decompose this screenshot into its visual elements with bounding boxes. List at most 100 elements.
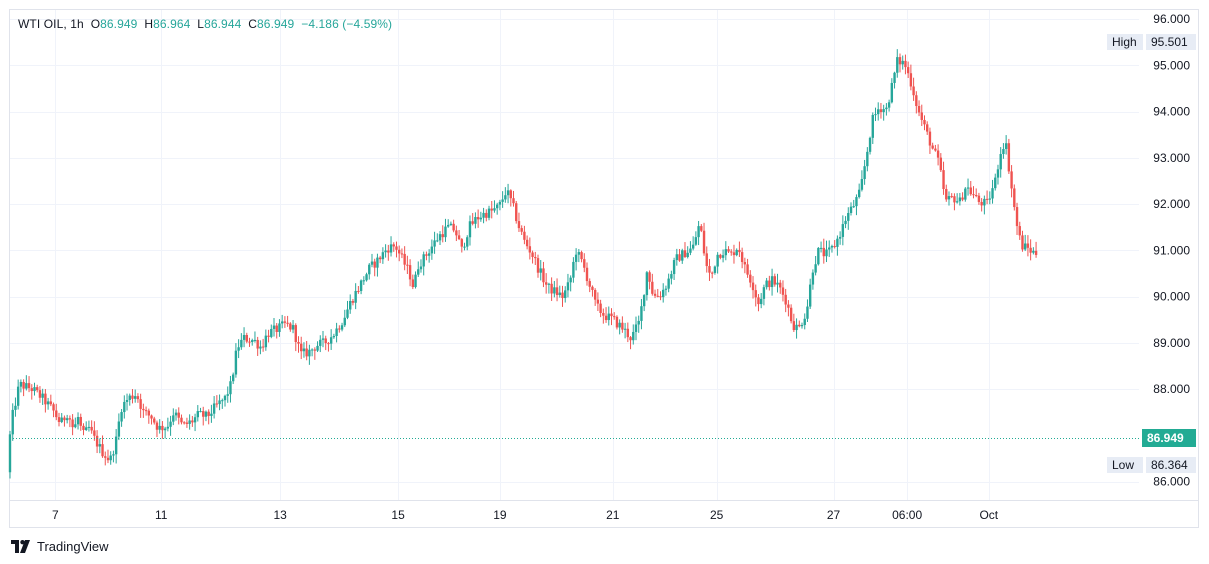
candle-body <box>142 408 145 411</box>
candle-body <box>803 318 806 326</box>
candle-body <box>85 427 88 430</box>
candle-body <box>123 401 126 413</box>
legend-low-label: L <box>197 17 205 31</box>
candle-body <box>14 405 17 410</box>
candle-body <box>490 208 493 211</box>
candle-body <box>626 328 630 338</box>
candle-body <box>977 195 981 202</box>
candle-body <box>1002 149 1005 155</box>
candle-body <box>964 188 967 200</box>
candle-body <box>221 400 224 402</box>
candle-body <box>879 109 883 113</box>
candle-body <box>811 272 815 285</box>
candle-body <box>71 419 74 428</box>
legend-symbol: WTI OIL <box>18 17 64 31</box>
candle-body <box>411 279 415 288</box>
candle-body <box>819 247 823 249</box>
candle-body <box>403 253 406 265</box>
chart-legend: WTI OIL, 1h O86.949 H86.964 L86.944 C86.… <box>18 17 393 31</box>
tradingview-branding[interactable]: TradingView <box>11 539 109 554</box>
candle-body <box>817 248 820 265</box>
candle-body <box>87 426 91 428</box>
candle-body <box>917 106 921 113</box>
candle-body <box>890 82 894 103</box>
candle-body <box>520 228 523 232</box>
y-axis-tick-label: 96.000 <box>1153 12 1190 26</box>
candle-body <box>1032 250 1035 253</box>
candle-body <box>732 252 736 256</box>
candle-body <box>172 415 175 422</box>
candle-body <box>759 298 763 305</box>
candle-body <box>648 272 651 282</box>
candle-body <box>444 226 447 238</box>
candle-body <box>591 286 594 290</box>
candle-body <box>485 212 488 218</box>
y-axis-tick-label: 93.000 <box>1153 151 1190 165</box>
candle-body <box>779 282 782 288</box>
x-axis-tick-label: 06:00 <box>892 508 922 522</box>
candle-body <box>242 334 246 340</box>
candle-body <box>406 264 409 266</box>
candle-body <box>934 148 937 151</box>
candle-body <box>438 234 442 241</box>
candle-body <box>466 237 469 247</box>
candle-body <box>267 335 270 337</box>
candle-body <box>509 190 512 199</box>
candle-body <box>460 239 464 247</box>
candle-body <box>210 413 213 416</box>
candle-body <box>659 296 662 298</box>
candle-body <box>349 300 352 310</box>
candle-body <box>656 295 659 297</box>
candle-body <box>218 400 221 405</box>
candle-body <box>757 297 760 305</box>
candle-body <box>297 341 300 344</box>
x-axis-tick-label: 27 <box>827 508 841 522</box>
candle-body <box>893 72 896 83</box>
candle-body <box>60 417 63 422</box>
low-marker-value: 86.364 <box>1146 456 1196 473</box>
candle-body <box>286 322 289 324</box>
candle-body <box>202 411 205 417</box>
candle-body <box>74 424 77 428</box>
candle-body <box>387 250 390 253</box>
candle-body <box>332 335 336 338</box>
tradingview-logo-icon <box>11 540 30 553</box>
candle-body <box>923 119 926 125</box>
candle-body <box>727 249 730 252</box>
candle-body <box>163 428 167 431</box>
candle-body <box>833 246 836 248</box>
candle-body <box>338 328 341 330</box>
candle-body <box>517 221 521 229</box>
candle-body <box>912 86 915 96</box>
candle-body <box>425 254 428 256</box>
candle-body <box>735 249 738 256</box>
candle-body <box>585 267 589 282</box>
candle-body <box>19 381 23 387</box>
candle-body <box>479 217 483 220</box>
candle-body <box>1018 226 1021 236</box>
candle-body <box>795 324 798 331</box>
candle-body <box>427 253 431 256</box>
candle-body <box>996 169 1000 178</box>
candle-body <box>449 223 453 225</box>
candle-body <box>555 287 559 296</box>
candle-body <box>958 197 962 202</box>
candle-body <box>730 251 733 253</box>
candle-body <box>961 197 964 200</box>
candle-body <box>966 187 970 189</box>
candle-body <box>55 410 58 418</box>
x-axis-tick-label: 19 <box>493 508 507 522</box>
candle-body <box>572 261 575 278</box>
candle-body <box>550 283 553 294</box>
candle-body <box>637 320 640 325</box>
candle-body <box>857 189 861 198</box>
candle-body <box>975 195 978 197</box>
candle-body <box>800 325 804 327</box>
candle-body <box>419 266 423 270</box>
candle-body <box>539 268 542 273</box>
candle-body <box>251 340 254 343</box>
candle-body <box>887 102 891 108</box>
candle-body <box>495 204 499 209</box>
candle-body <box>806 306 809 319</box>
